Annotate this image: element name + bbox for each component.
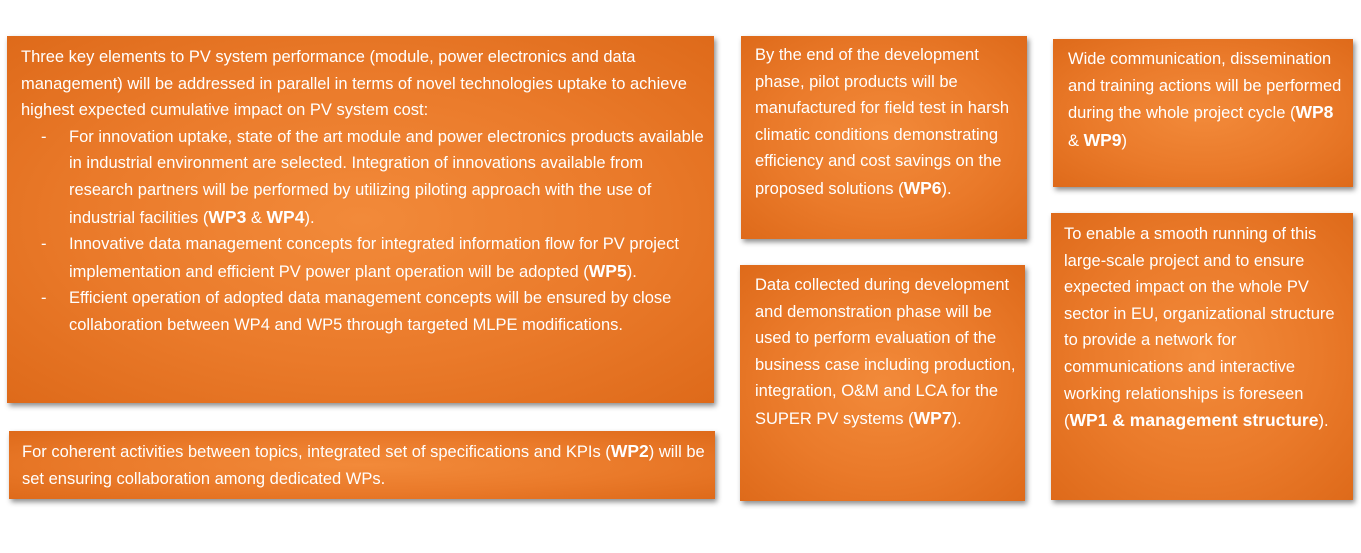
wp7-box: Data collected during development and de… [740, 265, 1025, 501]
wp2-end: ) will be set ensuring collaboration amo… [22, 443, 705, 488]
ampersand: & [246, 208, 267, 227]
wp6-end: ). [941, 179, 952, 198]
wp-label: WP6 [903, 177, 942, 198]
wp-label: WP1 & management structure [1069, 410, 1319, 431]
main-bullet-list: - For innovation uptake, state of the art… [21, 124, 704, 339]
wp7-body: Data collected during development and de… [755, 276, 1016, 428]
wp1-text: To enable a smooth running of this large… [1064, 221, 1345, 435]
wp89-body: Wide communication, dissemination and tr… [1068, 50, 1342, 123]
bullet-dash: - [41, 127, 47, 146]
bullet-end: ). [304, 208, 315, 227]
wp7-text: Data collected during development and de… [755, 272, 1017, 433]
wp-label: WP4 [266, 206, 305, 227]
bullet-efficient-operation: - Efficient operation of adopted data man… [21, 285, 704, 338]
wp89-text: Wide communication, dissemination and tr… [1068, 46, 1345, 154]
wp2-body: For coherent activities between topics, … [22, 443, 611, 461]
main-objectives-box: Three key elements to PV system performa… [7, 36, 714, 403]
wp6-text: By the end of the development phase, pil… [755, 42, 1019, 203]
wp1-box: To enable a smooth running of this large… [1051, 213, 1353, 500]
bullet-text: Efficient operation of adopted data mana… [69, 289, 672, 334]
ampersand: & [1068, 131, 1084, 150]
wp-label: WP2 [610, 441, 649, 461]
wp89-end: ) [1121, 131, 1128, 150]
bullet-dash: - [41, 235, 47, 254]
wp1-end: ). [1318, 412, 1329, 431]
wp2-text: For coherent activities between topics, … [22, 438, 705, 492]
bullet-text: Innovative data management concepts for … [69, 235, 679, 281]
bullet-innovation-uptake: - For innovation uptake, state of the art… [21, 124, 704, 231]
wp-label: WP9 [1083, 129, 1122, 150]
wp-label: WP8 [1295, 102, 1334, 123]
wp-label: WP3 [208, 206, 247, 227]
main-intro-text: Three key elements to PV system performa… [21, 48, 687, 120]
bullet-end: ). [626, 262, 637, 281]
wp8-wp9-box: Wide communication, dissemination and tr… [1053, 39, 1353, 187]
wp-label: WP7 [913, 407, 952, 428]
wp7-end: ). [951, 409, 962, 428]
wp1-body: To enable a smooth running of this large… [1064, 225, 1335, 431]
wp-label: WP5 [588, 260, 627, 281]
wp6-box: By the end of the development phase, pil… [741, 36, 1027, 239]
bullet-text: For innovation uptake, state of the art … [69, 127, 704, 227]
bullet-dash: - [41, 289, 47, 308]
wp2-box: For coherent activities between topics, … [9, 431, 715, 499]
wp6-body: By the end of the development phase, pil… [755, 46, 1010, 198]
bullet-data-management: - Innovative data management concepts for… [21, 231, 704, 285]
